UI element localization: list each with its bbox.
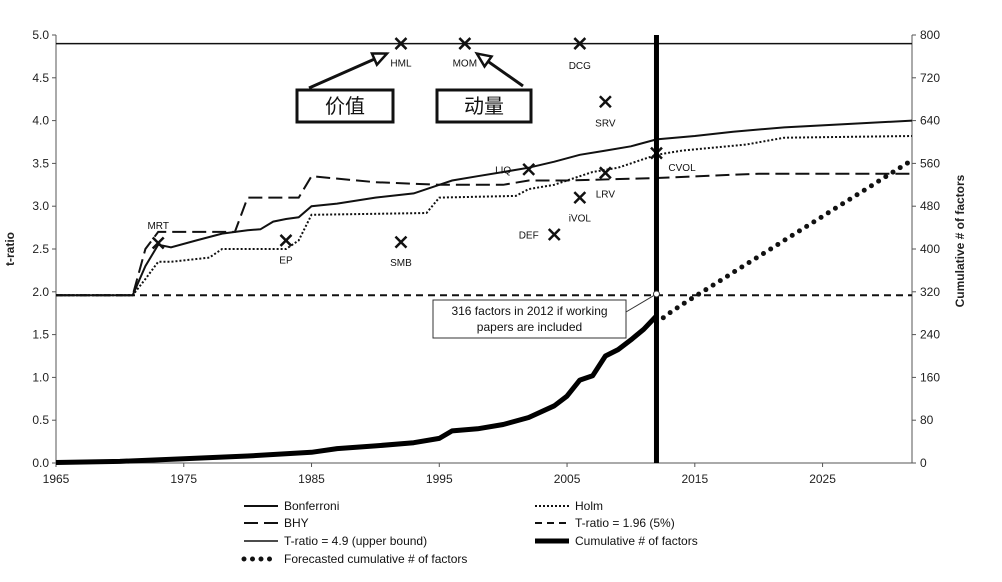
y-right-tick-label: 320 (920, 285, 940, 299)
y-left-tick-label: 0.5 (32, 413, 49, 427)
y-left-tick-label: 4.5 (32, 71, 49, 85)
factor-x-stroke (151, 236, 165, 250)
factor-label-ivol: iVOL (569, 213, 592, 224)
arrow-to-hml (308, 52, 390, 90)
factor-marker-def (547, 228, 561, 241)
y-left-tick-label: 0.0 (32, 456, 49, 470)
y-right-tick-label: 400 (920, 242, 940, 256)
working-papers-note-line2: papers are included (477, 320, 582, 334)
working-papers-note-box (432, 299, 627, 339)
x-tick-label: 1995 (426, 472, 453, 486)
working-papers-note-line1: 316 factors in 2012 if working (451, 304, 607, 318)
factor-x-stroke (573, 191, 587, 205)
y-right-tick-label: 160 (920, 370, 940, 384)
y-right-tick-label: 560 (920, 156, 940, 170)
y-right-tick-label: 640 (920, 114, 940, 128)
factor-label-def: DEF (519, 230, 539, 241)
momentum-annotation-box (435, 88, 533, 124)
factor-label-srv: SRV (595, 118, 616, 129)
legend-label-cumulative-of-factors: Cumulative # of factors (575, 534, 698, 548)
annotations: 价值 动量 316 factors in 2012 if working papers… (295, 35, 660, 463)
legend-label-t-ratio-4-9-upper-bound: T-ratio = 4.9 (upper bound) (284, 534, 427, 548)
factor-x-stroke (573, 37, 587, 50)
factor-label-smb: SMB (390, 258, 412, 269)
legend-label-bhy: BHY (284, 516, 309, 530)
axes: 0.0 0.5 1.0 1.5 2.0 2.5 3.0 3.5 4.0 4.5 5.0 0 80 160 2… (3, 28, 967, 486)
legend: Bonferroni Holm BHY T-ratio = 1.96 (5%) T-ra… (241, 499, 698, 566)
factor-x-stroke (598, 95, 612, 109)
series-bhy (56, 172, 912, 297)
series-bonferroni (56, 119, 913, 297)
factor-label-cvol: CVOL (668, 163, 696, 174)
x-tick-label: 2015 (681, 472, 708, 486)
factor-marker-lrv (598, 166, 612, 180)
series-cumulative-of-factors (55, 314, 659, 465)
y-left-axis-title: t-ratio (3, 232, 17, 266)
factor-label-lrv: LRV (596, 189, 616, 200)
factor-x-stroke (522, 163, 536, 176)
factor-marker-liq (522, 163, 536, 176)
arrow-head (474, 51, 494, 69)
x-tick-label: 2005 (554, 472, 581, 486)
factor-x-stroke (547, 228, 561, 241)
y-right-tick-label: 0 (920, 456, 927, 470)
y-left-tick-label: 2.5 (32, 242, 49, 256)
legend-label-forecasted-cumulative-of-factors: Forecasted cumulative # of factors (284, 552, 467, 566)
factor-markers: MRT EP SMB HML MOM DCG SRV LIQ CVOL LRV iVOL DEF (147, 37, 696, 269)
y-right-tick-label: 480 (920, 199, 940, 213)
factor-x-stroke (458, 37, 472, 50)
factor-x-stroke (279, 234, 293, 247)
value-annotation-box (295, 88, 395, 124)
factor-x-stroke (598, 166, 612, 180)
y-left-tick-label: 1.0 (32, 370, 49, 384)
factor-x-stroke (394, 37, 408, 50)
arrow-to-mom (474, 51, 524, 88)
factor-marker-ep (279, 234, 293, 247)
series-layer (55, 42, 915, 465)
x-tick-label: 1965 (43, 472, 70, 486)
x-tick-label: 1975 (170, 472, 197, 486)
factor-marker-hml (394, 37, 408, 50)
arrow-head (370, 52, 390, 67)
y-right-tick-label: 800 (920, 28, 940, 42)
factor-label-liq: LIQ (495, 165, 511, 176)
legend-label-holm: Holm (575, 499, 603, 513)
factor-marker-dcg (573, 37, 587, 50)
factor-label-mom: MOM (453, 58, 477, 69)
series-forecasted-cumulative-of-factors (654, 157, 915, 326)
y-left-tick-label: 4.0 (32, 114, 49, 128)
factor-marker-smb (394, 235, 408, 249)
y-left-tick-label: 5.0 (32, 28, 49, 42)
working-papers-pointer (625, 293, 657, 313)
y-right-tick-label: 240 (920, 328, 940, 342)
y-left-tick-label: 1.5 (32, 328, 49, 342)
factor-marker-mrt (151, 236, 165, 250)
series-holm (56, 135, 913, 297)
factor-label-mrt: MRT (147, 221, 168, 232)
legend-label-bonferroni: Bonferroni (284, 499, 339, 513)
factor-marker-ivol (573, 191, 587, 205)
factor-label-hml: HML (390, 58, 412, 69)
working-papers-point (652, 290, 660, 298)
factor-label-dcg: DCG (569, 61, 591, 72)
x-tick-label: 2025 (809, 472, 836, 486)
momentum-annotation-text: 动量 (464, 94, 504, 118)
x-tick-label: 1985 (298, 472, 325, 486)
y-right-tick-label: 720 (920, 71, 940, 85)
legend-label-t-ratio-1-96-5: T-ratio = 1.96 (5%) (575, 516, 675, 530)
y-right-axis-title: Cumulative # of factors (953, 174, 967, 307)
factor-marker-srv (598, 95, 612, 109)
factor-x-stroke (394, 235, 408, 249)
y-left-tick-label: 3.5 (32, 156, 49, 170)
y-left-tick-label: 3.0 (32, 199, 49, 213)
factor-label-ep: EP (279, 255, 293, 266)
factor-marker-mom (458, 37, 472, 50)
y-left-tick-label: 2.0 (32, 285, 49, 299)
y-right-tick-label: 80 (920, 413, 934, 427)
value-annotation-text: 价值 (325, 94, 365, 118)
